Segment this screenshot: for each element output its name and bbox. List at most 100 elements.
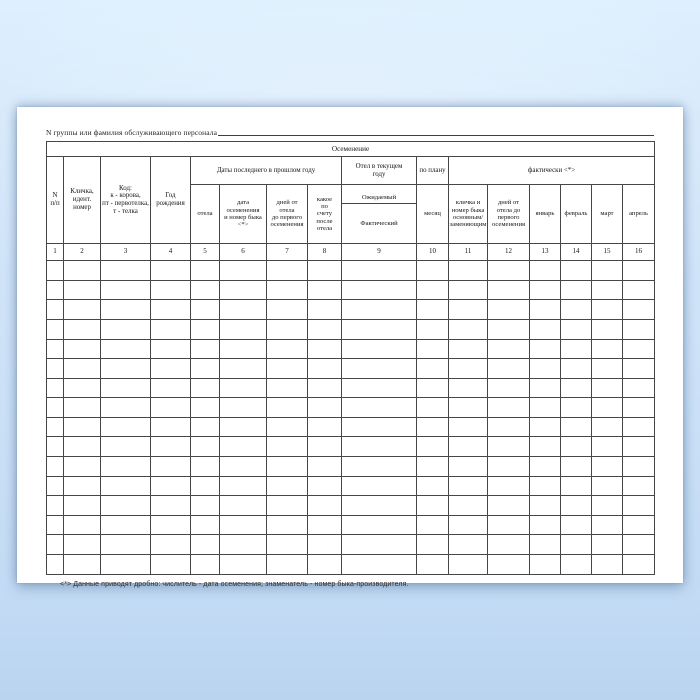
body-cell: [266, 338, 308, 360]
body-cell: [560, 299, 592, 320]
group-header-last-year-dates: Даты последнего в прошлом году: [190, 156, 342, 185]
body-cell: [621, 554, 656, 575]
table-row: [46, 416, 656, 438]
table-row: [46, 514, 656, 536]
body-cell: [63, 416, 101, 438]
body-cell: [560, 436, 592, 458]
body-cell: [219, 358, 267, 379]
body-cell: [591, 358, 623, 379]
body-cell: [529, 416, 561, 438]
col-header-february: февраль: [560, 183, 592, 245]
body-cell: [46, 416, 64, 438]
body-cell: [448, 397, 488, 418]
body-cell: [307, 338, 342, 360]
body-cell: [487, 416, 530, 438]
table-main-header: Осеменение: [45, 141, 656, 157]
body-cell: [448, 318, 488, 340]
body-cell: [448, 436, 488, 458]
table-row: [46, 475, 656, 497]
body-cell: [529, 475, 561, 497]
body-cell: [448, 554, 488, 575]
body-cell: [46, 358, 64, 379]
body-cell: [46, 338, 64, 360]
body-cell: [341, 495, 417, 516]
body-cell: [341, 475, 417, 497]
body-cell: [63, 377, 101, 399]
body-cell: [219, 299, 267, 320]
body-cell: [560, 338, 592, 360]
body-cell: [219, 318, 267, 340]
body-cell: [416, 495, 449, 516]
column-number-cell: 1: [46, 243, 64, 262]
body-cell: [341, 456, 417, 477]
body-cell: [591, 534, 623, 556]
body-cell: [487, 318, 530, 340]
body-cell: [150, 554, 191, 575]
body-cell: [100, 260, 151, 281]
body-cell: [448, 299, 488, 320]
body-cell: [416, 416, 449, 438]
body-cell: [266, 416, 308, 438]
body-cell: [266, 358, 308, 379]
col-header-birth-year: Год рождения: [150, 155, 191, 245]
column-number-cell: 13: [529, 243, 561, 262]
body-cell: [307, 456, 342, 477]
body-cell: [591, 495, 623, 516]
body-cell: [591, 318, 623, 340]
column-number-cell: 14: [560, 243, 592, 262]
body-cell: [560, 318, 592, 340]
body-cell: [150, 358, 191, 379]
body-cell: [150, 397, 191, 418]
body-cell: [529, 318, 561, 340]
body-cell: [100, 436, 151, 458]
body-cell: [621, 318, 656, 340]
body-cell: [529, 554, 561, 575]
body-cell: [46, 260, 64, 281]
body-cell: [46, 299, 64, 320]
body-cell: [63, 260, 101, 281]
body-cell: [46, 279, 64, 301]
body-cell: [529, 338, 561, 360]
body-cell: [529, 279, 561, 301]
body-cell: [190, 299, 220, 320]
body-cell: [416, 397, 449, 418]
body-cell: [190, 338, 220, 360]
body-cell: [190, 514, 220, 536]
body-cell: [190, 260, 220, 281]
body-cell: [416, 279, 449, 301]
body-cell: [307, 279, 342, 301]
body-cell: [150, 318, 191, 340]
body-cell: [100, 456, 151, 477]
group-header-actual: фактически <*>: [447, 156, 656, 185]
body-cell: [190, 397, 220, 418]
body-cell: [100, 318, 151, 340]
table-row: [46, 495, 656, 516]
body-cell: [190, 318, 220, 340]
col-header-april: апрель: [621, 183, 656, 245]
body-cell: [307, 416, 342, 438]
body-cell: [266, 534, 308, 556]
table-row: [46, 397, 656, 418]
body-cell: [621, 260, 656, 281]
body-cell: [100, 338, 151, 360]
body-cell: [487, 514, 530, 536]
body-cell: [560, 475, 592, 497]
body-cell: [448, 338, 488, 360]
body-cell: [621, 397, 656, 418]
body-cell: [416, 299, 449, 320]
body-cell: [416, 338, 449, 360]
body-cell: [190, 456, 220, 477]
body-cell: [63, 554, 101, 575]
body-cell: [266, 377, 308, 399]
body-cell: [190, 436, 220, 458]
table-body: [46, 260, 656, 575]
col-header-days-to-first-insemination: дней от отела до первого осеменения: [487, 183, 530, 245]
column-number-cell: 9: [341, 243, 417, 262]
body-cell: [150, 377, 191, 399]
body-cell: [621, 534, 656, 556]
body-cell: [307, 495, 342, 516]
body-cell: [100, 279, 151, 301]
body-cell: [100, 358, 151, 379]
body-cell: [487, 338, 530, 360]
sub-header-row: отела дата осеменения и номер быка <*> д…: [47, 183, 656, 245]
